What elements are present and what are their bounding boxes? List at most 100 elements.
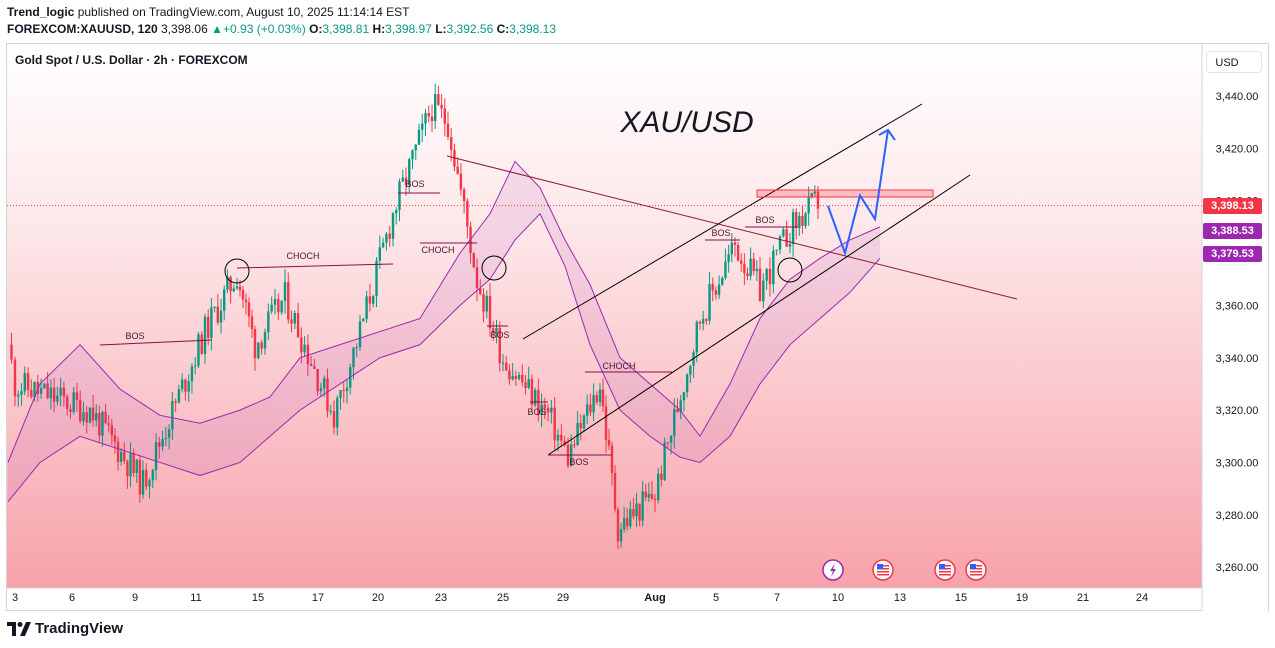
descending-trendline	[446, 155, 1018, 300]
candle-body	[443, 108, 446, 124]
flag-stripe	[939, 574, 951, 576]
candle-body	[576, 423, 579, 446]
candle-body	[395, 210, 398, 214]
candle-body	[263, 332, 267, 349]
candle-body	[219, 310, 223, 323]
candle-body	[730, 242, 734, 255]
candle-body	[23, 373, 26, 392]
time-axis-tick-label: 17	[312, 592, 324, 604]
candle-body	[682, 392, 686, 401]
time-axis-tick-label: 6	[69, 592, 75, 604]
time-axis-tick-label: 20	[372, 592, 384, 604]
candle-body	[167, 429, 171, 438]
candle-body	[138, 459, 142, 495]
event-us-flag-icon[interactable]	[872, 559, 894, 581]
time-axis-background	[7, 588, 1202, 610]
candle-body	[141, 469, 145, 495]
tradingview-logo[interactable]: TradingView	[7, 620, 123, 637]
candle-body	[238, 286, 242, 290]
candle-body	[398, 181, 401, 211]
candle-body	[391, 213, 395, 239]
candle-body	[472, 253, 475, 268]
candle-body	[26, 373, 30, 390]
open-value: 3,398.81	[322, 22, 370, 36]
last-value: 3,398.06	[161, 22, 208, 36]
candle-body	[293, 313, 296, 324]
candle-body	[161, 439, 164, 447]
ichimoku-span-a	[7, 160, 881, 463]
candle-body	[462, 189, 466, 202]
time-axis-tick-label: 25	[497, 592, 509, 604]
resistance-zone	[756, 189, 934, 198]
candle-body	[33, 381, 36, 398]
candle-body	[174, 401, 177, 403]
candle-body	[339, 390, 342, 398]
candle-body	[79, 399, 82, 422]
time-axis-tick-label: 3	[12, 592, 18, 604]
time-axis-tick-label: 15	[955, 592, 967, 604]
flag-canton	[877, 564, 883, 569]
candle-body	[641, 491, 644, 521]
event-us-flag-icon[interactable]	[965, 559, 987, 581]
candle-body	[813, 191, 817, 194]
projection-path	[827, 129, 889, 257]
candle-body	[362, 318, 365, 322]
candle-body	[98, 413, 101, 436]
flag-stripe	[877, 574, 889, 576]
candle-body	[663, 442, 666, 480]
candle-body	[755, 268, 759, 272]
candle-body	[273, 298, 277, 305]
candle-body	[733, 242, 737, 245]
candle-body	[586, 404, 589, 416]
time-axis-tick-label: 29	[557, 592, 569, 604]
candle-body	[132, 453, 135, 473]
candle-body	[517, 374, 521, 379]
candle-body	[300, 337, 303, 353]
candle-body	[475, 267, 479, 289]
candle-body	[437, 94, 440, 105]
candle-body	[598, 389, 602, 403]
event-icon-ring	[872, 559, 894, 581]
structure-label: BOS	[125, 331, 144, 341]
candle-body	[342, 390, 345, 392]
candle-body	[378, 247, 381, 261]
candle-body	[717, 284, 721, 295]
candle-body	[685, 374, 689, 393]
candle-body	[177, 389, 181, 403]
candle-body	[158, 442, 161, 447]
candle-body	[511, 376, 514, 380]
chart-frame[interactable]	[6, 43, 1269, 611]
flag-stripe	[970, 571, 982, 573]
author-name[interactable]: Trend_logic	[7, 5, 75, 19]
candle-body	[203, 316, 207, 354]
candle-body	[752, 258, 755, 272]
candle-body	[372, 296, 375, 304]
candle-body	[355, 347, 358, 349]
candle-body	[187, 381, 190, 392]
event-lightning-icon[interactable]	[822, 559, 844, 581]
structure-label: BOS	[711, 228, 730, 238]
high-value: 3,398.97	[385, 22, 432, 36]
plot-background	[7, 44, 1202, 588]
candle-body	[676, 409, 679, 413]
currency-button[interactable]: USD	[1206, 51, 1262, 73]
change-value: +0.93 (+0.03%)	[223, 22, 306, 36]
time-axis-tick-label: 10	[832, 592, 844, 604]
candle-body	[417, 129, 421, 145]
candle-body	[638, 503, 641, 521]
up-arrow-icon: ▲	[211, 22, 223, 36]
candle-body	[427, 113, 430, 117]
candle-body	[533, 389, 537, 405]
symbol-name: FOREXCOM:XAUUSD, 120	[7, 22, 158, 36]
brand-name: TradingView	[35, 620, 124, 637]
structure-label: BOS	[490, 330, 509, 340]
event-us-flag-icon[interactable]	[934, 559, 956, 581]
event-icon-ring	[965, 559, 987, 581]
candle-body	[82, 412, 85, 422]
candle-body	[401, 177, 404, 182]
candle-body	[758, 268, 762, 302]
projection-arrowhead	[878, 128, 896, 141]
ichimoku-cloud	[8, 161, 880, 502]
candle-body	[56, 395, 59, 402]
